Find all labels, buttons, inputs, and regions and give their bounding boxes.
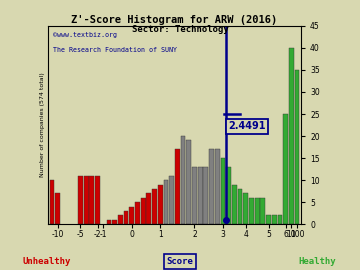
Bar — [192, 167, 197, 224]
Bar — [198, 167, 203, 224]
Bar — [78, 176, 83, 224]
Bar — [215, 149, 220, 224]
Y-axis label: Number of companies (574 total): Number of companies (574 total) — [40, 73, 45, 177]
Bar — [169, 176, 174, 224]
Bar — [249, 198, 254, 224]
Bar — [266, 215, 271, 224]
Bar — [221, 158, 225, 224]
Bar — [50, 180, 54, 224]
Text: The Research Foundation of SUNY: The Research Foundation of SUNY — [53, 47, 177, 53]
Bar — [107, 220, 111, 224]
Text: ©www.textbiz.org: ©www.textbiz.org — [53, 32, 117, 38]
Bar — [232, 185, 237, 224]
Bar — [112, 220, 117, 224]
Text: Score: Score — [167, 257, 193, 266]
Bar — [163, 180, 168, 224]
Text: 2.4491: 2.4491 — [228, 122, 266, 131]
Bar — [135, 202, 140, 224]
Bar — [243, 193, 248, 224]
Bar — [147, 193, 151, 224]
Bar — [129, 207, 134, 224]
Title: Z'-Score Histogram for ARW (2016): Z'-Score Histogram for ARW (2016) — [71, 15, 278, 25]
Text: Unhealthy: Unhealthy — [23, 257, 71, 266]
Bar — [294, 70, 300, 224]
Bar — [181, 136, 185, 224]
Bar — [226, 167, 231, 224]
Bar — [209, 149, 214, 224]
Text: Healthy: Healthy — [298, 257, 336, 266]
Bar — [278, 215, 282, 224]
Bar — [260, 198, 265, 224]
Bar — [55, 193, 60, 224]
Bar — [123, 211, 129, 224]
Bar — [175, 149, 180, 224]
Bar — [84, 176, 89, 224]
Bar — [141, 198, 145, 224]
Bar — [289, 48, 294, 224]
Bar — [118, 215, 123, 224]
Bar — [255, 198, 260, 224]
Bar — [95, 176, 100, 224]
Bar — [158, 185, 163, 224]
Bar — [238, 189, 243, 224]
Text: Sector: Technology: Sector: Technology — [132, 25, 228, 34]
Bar — [203, 167, 208, 224]
Bar — [186, 140, 191, 224]
Bar — [283, 114, 288, 224]
Bar — [89, 176, 94, 224]
Bar — [272, 215, 276, 224]
Bar — [152, 189, 157, 224]
